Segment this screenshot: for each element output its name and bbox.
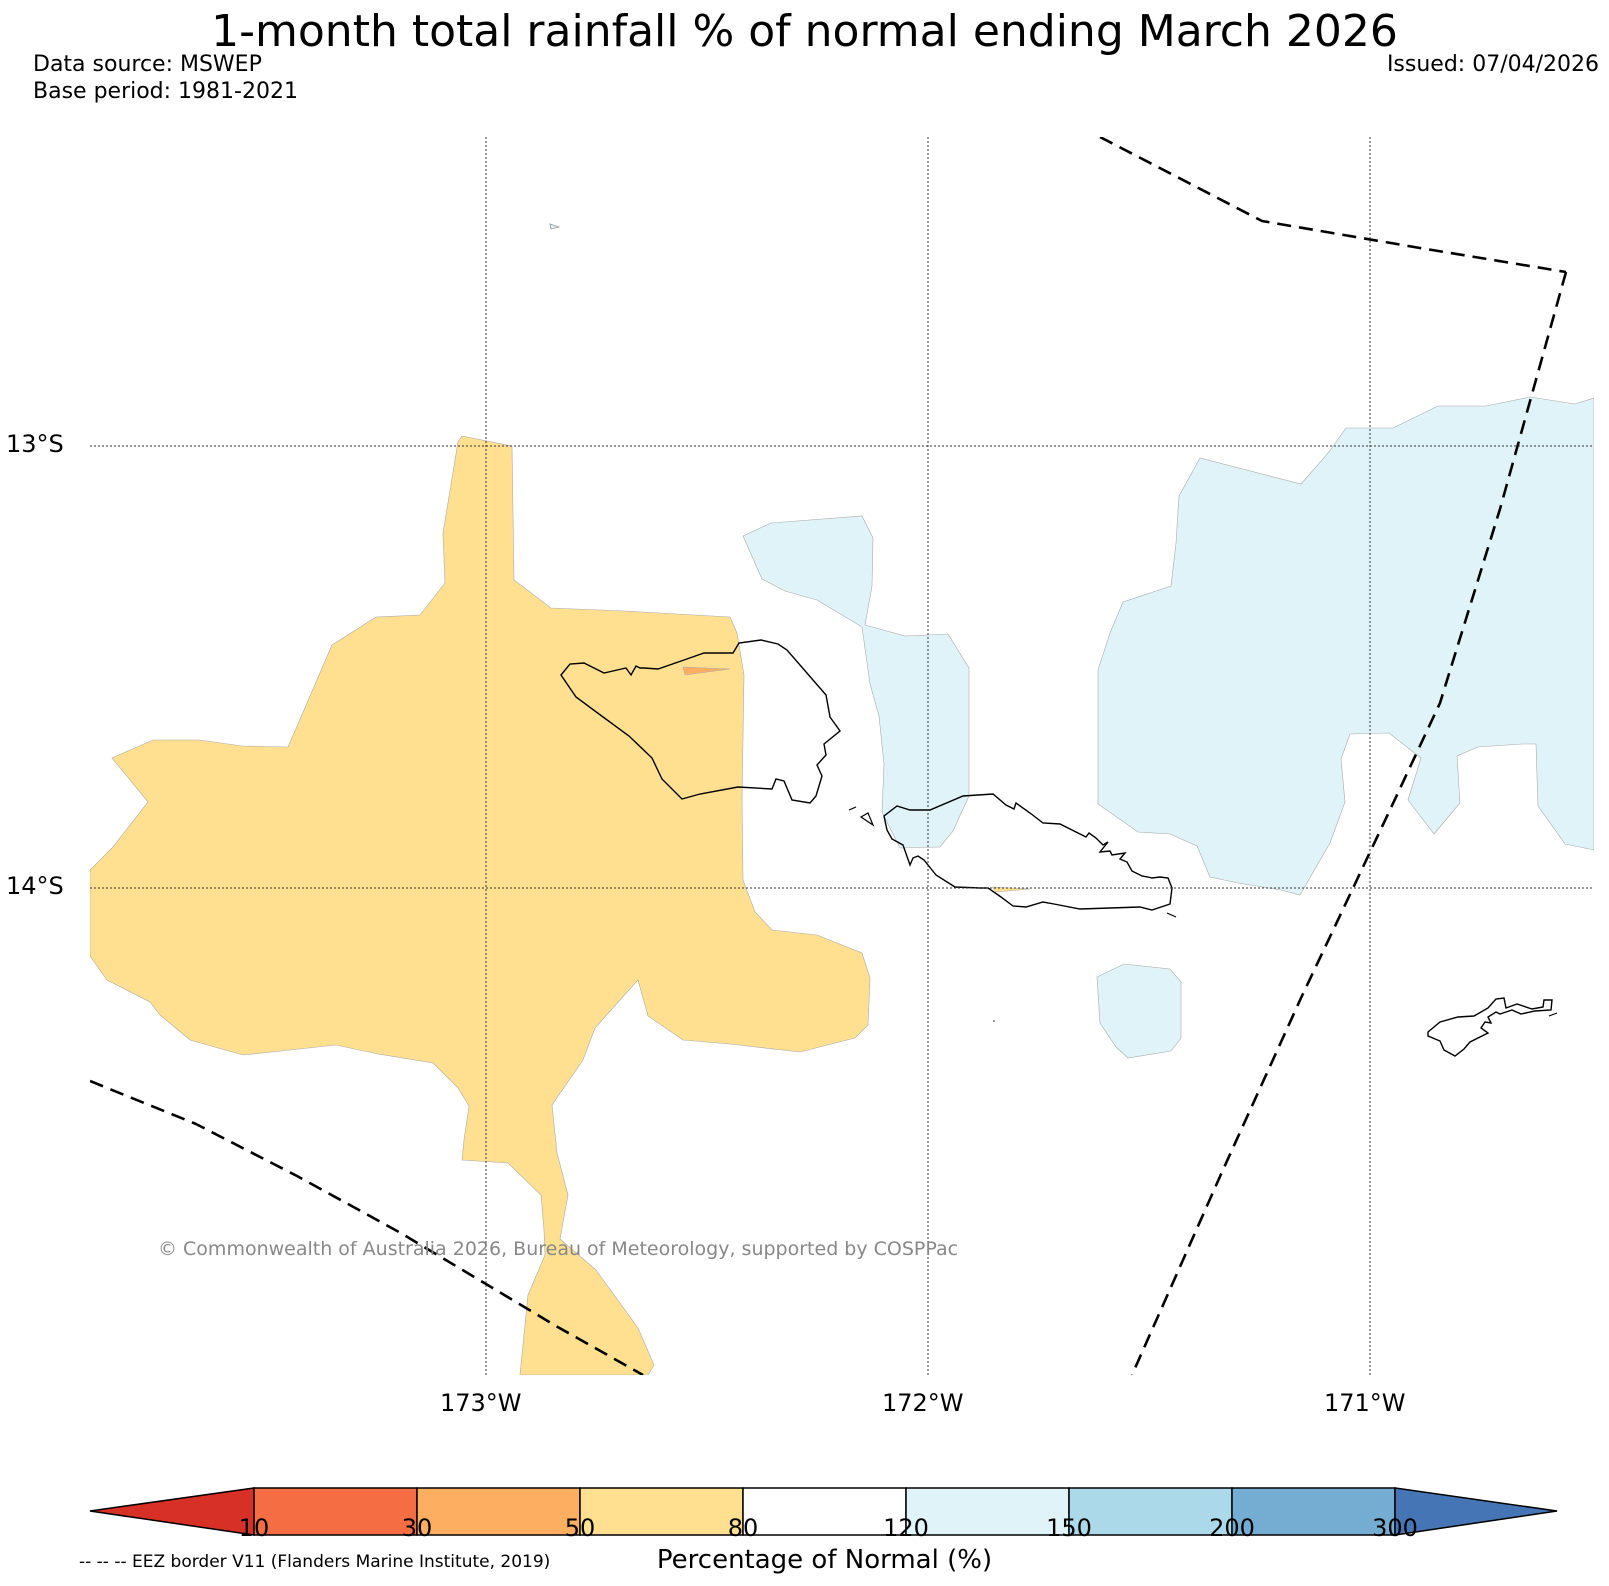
colorbar-tick-300: 300 [1372, 1514, 1418, 1542]
lon-label-173w: 173°W [440, 1389, 522, 1417]
colorbar-bin-120-150 [905, 1487, 1070, 1536]
region-orange-sliver [682, 666, 731, 676]
copyright-notice: © Commonwealth of Australia 2026, Bureau… [158, 1238, 959, 1260]
manono-island [859, 812, 875, 827]
colorbar-bin-80-120 [742, 1487, 907, 1536]
colorbar-tick-120: 120 [883, 1514, 929, 1542]
region-west-50-80 [90, 435, 871, 1375]
eez-legend-note: -- -- -- EEZ border V11 (Flanders Marine… [79, 1552, 551, 1572]
tutuila-east-tip [1548, 1012, 1558, 1017]
upolu-east-tip [1166, 912, 1177, 918]
base-period-label: Base period: 1981-2021 [33, 79, 298, 104]
colorbar-tick-80: 80 [727, 1514, 759, 1542]
tutuila-coastline [1427, 997, 1553, 1057]
colorbar-bin-10-30 [253, 1487, 418, 1536]
region-south-islet-120-150 [1096, 963, 1182, 1059]
islet-dot [993, 1020, 995, 1022]
eez-border-east [1130, 271, 1568, 1375]
lon-label-171w: 171°W [1324, 1389, 1406, 1417]
region-east-120-150 [1097, 396, 1594, 896]
colorbar-tick-150: 150 [1046, 1514, 1092, 1542]
eez-border [90, 137, 1568, 1375]
savaii-coastline [560, 639, 841, 804]
colorbar-tick-10: 10 [238, 1514, 270, 1542]
data-source-label: Data source: MSWEP [33, 52, 262, 77]
colorbar-tick-200: 200 [1209, 1514, 1255, 1542]
lat-label-14s: 14°S [6, 872, 64, 900]
colorbar-bin-200-300 [1231, 1487, 1396, 1536]
colorbar-label: Percentage of Normal (%) [656, 1545, 993, 1575]
lon-label-172w: 172°W [882, 1389, 964, 1417]
islet-speck [549, 223, 561, 230]
colorbar-bin-30-50 [416, 1487, 581, 1536]
lat-label-13s: 13°S [6, 430, 64, 458]
colorbar-bin-50-80 [579, 1487, 744, 1536]
colorbar-extend-low [89, 1487, 255, 1536]
apolima-dash [848, 806, 857, 811]
colorbar-tick-30: 30 [401, 1514, 433, 1542]
colorbar-tick-50: 50 [564, 1514, 596, 1542]
colorbar-extend-high [1394, 1487, 1558, 1536]
map-title: 1-month total rainfall % of normal endin… [211, 6, 1398, 57]
eez-border-southwest [90, 1079, 644, 1375]
region-middle-120-150 [742, 515, 970, 849]
graticule [90, 137, 1594, 1375]
colorbar-bin-150-200 [1068, 1487, 1233, 1536]
eez-border-north [1099, 137, 1567, 274]
issued-date-label: Issued: 07/04/2026 [1386, 52, 1599, 77]
